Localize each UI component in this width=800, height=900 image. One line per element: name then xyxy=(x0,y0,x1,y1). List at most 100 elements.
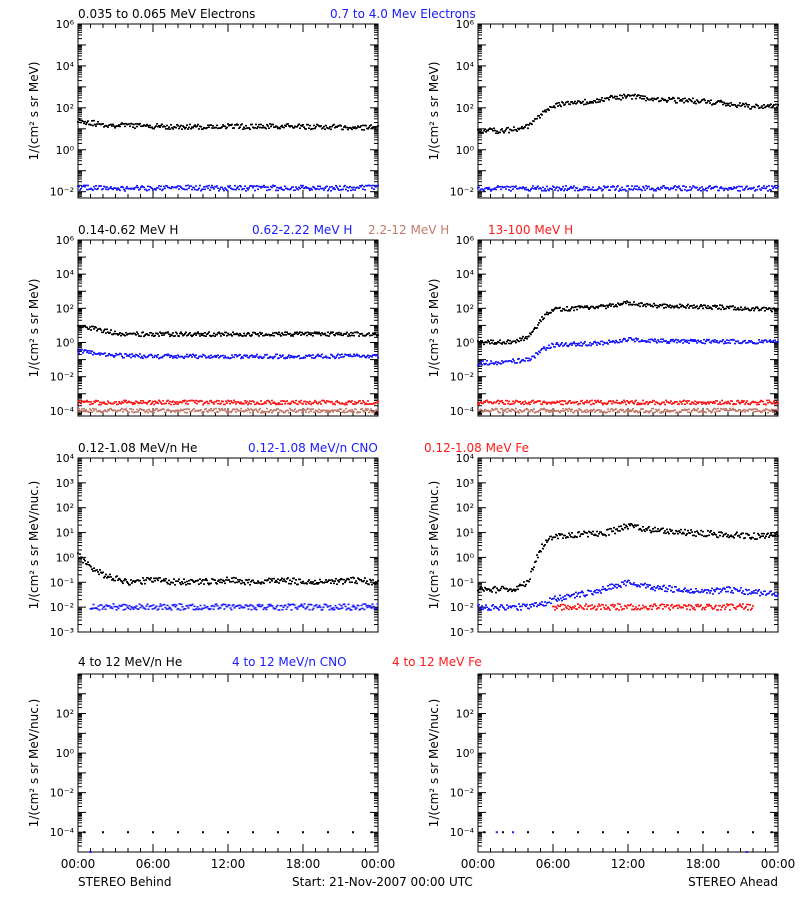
data-point xyxy=(561,341,563,344)
data-point xyxy=(329,411,331,414)
data-point xyxy=(85,409,87,411)
data-point xyxy=(532,330,534,333)
data-point xyxy=(523,187,525,189)
data-point xyxy=(614,341,616,344)
data-point xyxy=(157,187,159,189)
data-point xyxy=(707,408,709,411)
data-point xyxy=(177,185,179,187)
data-point xyxy=(505,188,507,190)
data-point xyxy=(479,130,481,133)
data-point xyxy=(547,313,549,316)
data-point xyxy=(159,400,161,403)
y-tick-label: 10⁰ xyxy=(56,551,75,564)
data-point xyxy=(556,400,558,403)
data-point xyxy=(81,119,83,122)
data-point xyxy=(658,408,660,411)
data-point xyxy=(124,125,126,128)
data-point xyxy=(79,119,81,122)
data-point xyxy=(592,186,594,189)
data-point xyxy=(227,123,229,125)
data-point xyxy=(581,344,583,347)
data-point xyxy=(289,188,291,191)
data-point xyxy=(210,186,212,189)
data-point xyxy=(576,400,578,403)
data-point xyxy=(302,357,304,359)
data-point xyxy=(608,98,610,101)
data-point xyxy=(529,332,531,335)
data-point xyxy=(712,187,714,190)
data-point xyxy=(255,355,257,357)
data-point xyxy=(602,304,604,306)
data-point xyxy=(102,123,104,125)
data-point xyxy=(148,577,150,580)
data-point xyxy=(265,127,267,130)
data-point xyxy=(132,187,134,190)
data-point xyxy=(560,343,562,346)
data-point xyxy=(295,579,297,581)
data-point xyxy=(674,409,676,411)
data-point xyxy=(214,354,216,357)
data-point xyxy=(501,185,503,188)
y-tick-label: 10⁻² xyxy=(50,186,74,199)
legend-entry: 0.12-1.08 MeV/n CNO xyxy=(248,441,378,455)
data-point xyxy=(627,339,629,341)
data-point xyxy=(163,185,165,188)
data-point xyxy=(658,305,660,308)
data-point xyxy=(651,304,653,307)
data-point xyxy=(621,94,623,97)
data-point xyxy=(88,563,90,566)
data-point xyxy=(323,125,325,128)
data-point xyxy=(170,411,172,414)
data-point xyxy=(119,578,121,581)
data-point xyxy=(623,93,625,96)
data-point xyxy=(366,409,368,412)
data-point xyxy=(664,98,666,101)
data-point xyxy=(687,100,689,103)
data-point xyxy=(176,401,178,403)
data-point xyxy=(244,400,246,402)
data-point xyxy=(651,401,653,404)
data-point xyxy=(105,573,107,576)
data-point xyxy=(270,578,272,580)
data-point xyxy=(259,407,261,410)
data-point xyxy=(497,132,499,135)
data-point xyxy=(709,102,711,104)
data-point xyxy=(640,95,642,97)
data-point xyxy=(175,126,177,129)
data-point xyxy=(335,356,337,359)
y-tick-label: 10⁴ xyxy=(456,60,475,73)
data-point xyxy=(175,402,177,405)
data-point xyxy=(559,344,561,347)
data-point xyxy=(136,400,138,403)
data-point xyxy=(217,411,219,413)
data-point xyxy=(534,356,536,359)
data-point xyxy=(692,401,694,404)
data-point xyxy=(205,335,207,337)
data-point xyxy=(244,410,246,413)
data-point xyxy=(299,401,301,404)
data-point xyxy=(528,401,530,404)
data-point xyxy=(317,411,319,413)
data-point xyxy=(173,355,175,357)
data-point xyxy=(479,362,481,364)
data-point xyxy=(621,186,623,189)
data-point xyxy=(712,339,714,342)
data-point xyxy=(657,186,659,189)
data-point xyxy=(239,353,241,356)
data-point xyxy=(666,101,668,103)
data-point xyxy=(664,403,666,406)
data-point xyxy=(742,401,744,404)
data-point xyxy=(155,125,157,127)
data-point xyxy=(90,187,92,190)
data-point xyxy=(309,189,311,192)
data-point xyxy=(84,120,86,123)
data-point xyxy=(290,583,292,585)
data-point xyxy=(272,357,274,360)
data-point xyxy=(728,187,730,189)
data-point xyxy=(309,400,311,403)
data-point xyxy=(484,401,486,404)
data-point xyxy=(313,583,315,585)
data-point xyxy=(314,357,316,359)
data-point xyxy=(321,410,323,413)
data-point xyxy=(374,332,376,335)
